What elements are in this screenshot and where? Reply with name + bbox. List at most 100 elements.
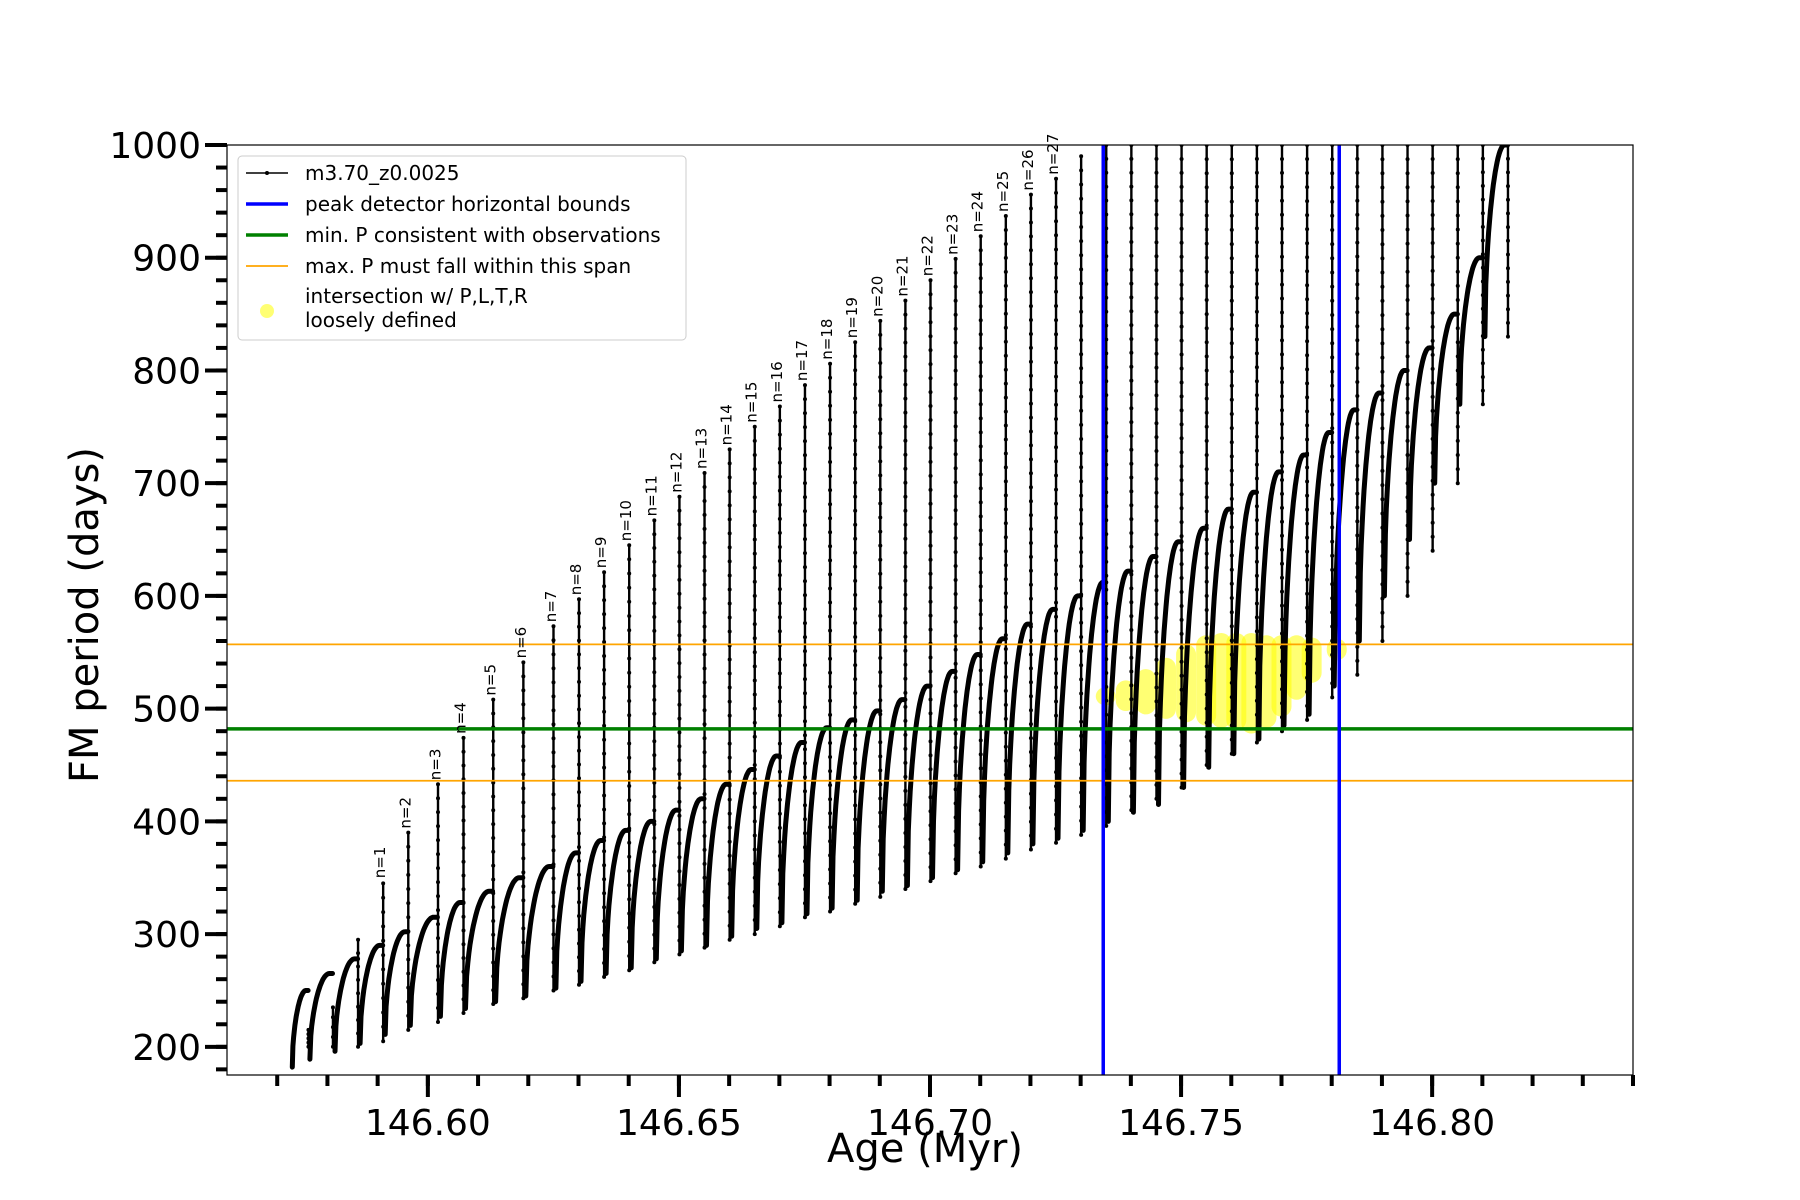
- spike-point: [1405, 298, 1410, 302]
- spike-point: [828, 614, 833, 619]
- spike-point: [953, 689, 958, 694]
- spike-point: [381, 895, 386, 900]
- spike-point: [521, 898, 526, 903]
- spike-point: [677, 508, 682, 513]
- spike-point: [577, 748, 582, 753]
- spike-point: [1079, 281, 1084, 286]
- spike-point: [828, 741, 833, 745]
- spike-point: [1455, 213, 1460, 218]
- spike-point: [1480, 197, 1485, 202]
- spike-point: [727, 755, 732, 760]
- spike-point: [677, 522, 682, 527]
- spike-point: [1254, 532, 1259, 536]
- spike-point: [953, 647, 958, 652]
- spike-point: [1355, 352, 1360, 357]
- spike-point: [1154, 657, 1159, 662]
- spike-point: [1028, 457, 1033, 462]
- spike-point: [627, 585, 632, 590]
- spike-point: [1355, 407, 1360, 412]
- spike-point: [1054, 600, 1059, 605]
- spike-point: [1229, 355, 1234, 360]
- spike-point: [1455, 453, 1460, 457]
- envelope-arc: [1381, 368, 1410, 599]
- spike-point: [436, 1020, 441, 1024]
- spike-point: [1305, 437, 1310, 442]
- spike-point: [1380, 313, 1385, 318]
- spike-point: [461, 818, 466, 823]
- spike-point: [1330, 454, 1335, 459]
- spike-point: [1154, 184, 1159, 189]
- spike-point: [828, 389, 833, 394]
- spike-point: [702, 610, 707, 615]
- spike-point: [1028, 332, 1033, 336]
- spike-point: [1330, 313, 1335, 317]
- spike-point: [828, 712, 833, 717]
- spike-point: [602, 821, 607, 826]
- spike-point: [802, 579, 807, 584]
- spike-point: [1505, 225, 1510, 230]
- spike-point: [1229, 256, 1234, 261]
- spike-point: [1229, 567, 1234, 572]
- spike-point: [1179, 324, 1184, 329]
- spike-point: [602, 612, 607, 617]
- spike-point: [1430, 227, 1435, 231]
- spike-point: [928, 697, 933, 702]
- spike-point: [1179, 520, 1184, 525]
- spike-labels: n=1 n=2 n=3 n=4 n=5 n=6 n=7 n=8 n=9 n=10 n=11 n=12 n…: [371, 134, 1062, 879]
- spike-point: [928, 613, 933, 618]
- spike-point: [1430, 241, 1435, 245]
- spike-point: [627, 571, 632, 576]
- spike-point: [1003, 228, 1008, 232]
- envelope-arc: [603, 827, 632, 976]
- spike-point: [551, 848, 556, 853]
- spike-point: [1079, 578, 1084, 583]
- spike-point: [953, 396, 958, 401]
- spike-point: [1355, 505, 1360, 510]
- spike-point: [702, 722, 707, 727]
- spike-point: [702, 736, 707, 741]
- spike-point: [953, 605, 958, 610]
- spike-point: [878, 347, 883, 351]
- spike-point: [652, 780, 657, 785]
- spike-point: [1179, 268, 1184, 273]
- spike-point: [1455, 269, 1460, 274]
- spike-point: [1028, 401, 1033, 406]
- envelope-arc: [1030, 606, 1058, 847]
- spike-point: [602, 877, 607, 882]
- spike-point: [853, 340, 858, 345]
- spike-point: [1104, 823, 1109, 828]
- spike-point: [1254, 601, 1259, 606]
- spike-point: [1405, 340, 1410, 345]
- spike-point: [953, 466, 958, 471]
- spike-point: [1330, 525, 1335, 530]
- spike-point: [577, 721, 582, 726]
- spike-point: [777, 587, 782, 592]
- spike-point: [802, 397, 807, 402]
- spike-point: [1280, 198, 1285, 203]
- spike-point: [1129, 669, 1134, 674]
- spike-point: [1079, 154, 1084, 159]
- spike-point: [461, 942, 466, 947]
- spike-point: [1154, 588, 1159, 593]
- spike-point: [602, 849, 607, 854]
- spike-point: [1254, 226, 1259, 231]
- spike-point: [978, 612, 983, 617]
- spike-point: [551, 680, 556, 685]
- spike-point: [953, 256, 958, 261]
- spike-point: [1054, 840, 1059, 845]
- spike-point: [928, 585, 933, 590]
- spike-point: [1505, 266, 1510, 271]
- spike-point: [978, 682, 983, 687]
- spike-point: [1028, 722, 1033, 727]
- spike-point: [577, 693, 582, 698]
- spike-point: [627, 812, 632, 817]
- envelope-arc: [1457, 255, 1485, 407]
- spike-point: [1254, 393, 1259, 398]
- spike-point: [652, 518, 657, 523]
- spike-point: [1054, 515, 1059, 520]
- spike-point: [1330, 242, 1335, 247]
- spike-point: [928, 711, 933, 716]
- spike-point: [677, 577, 682, 582]
- spike-point: [1129, 364, 1134, 369]
- spike-point: [802, 719, 807, 724]
